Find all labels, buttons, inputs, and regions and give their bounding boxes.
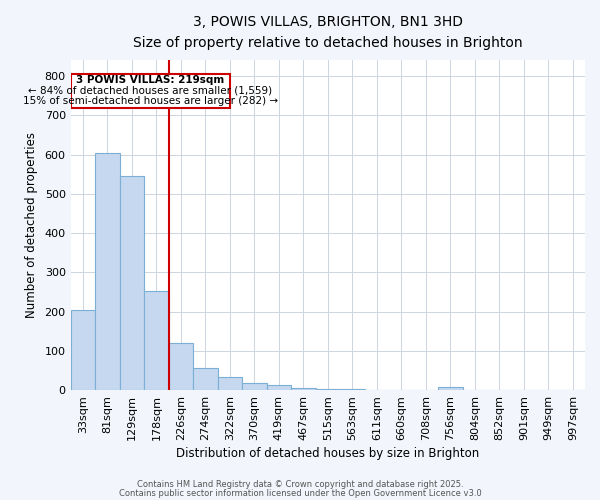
Bar bbox=[144, 291, 169, 390]
Bar bbox=[95, 152, 119, 390]
Bar bbox=[169, 343, 193, 390]
Text: Contains public sector information licensed under the Open Government Licence v3: Contains public sector information licen… bbox=[119, 490, 481, 498]
FancyBboxPatch shape bbox=[71, 74, 230, 108]
Text: Contains HM Land Registry data © Crown copyright and database right 2025.: Contains HM Land Registry data © Crown c… bbox=[137, 480, 463, 489]
Y-axis label: Number of detached properties: Number of detached properties bbox=[25, 132, 38, 318]
Bar bbox=[119, 176, 144, 390]
Bar bbox=[291, 388, 316, 390]
Bar bbox=[218, 377, 242, 390]
Bar bbox=[193, 368, 218, 390]
Bar bbox=[266, 386, 291, 390]
Bar bbox=[316, 389, 340, 390]
Bar bbox=[71, 310, 95, 390]
X-axis label: Distribution of detached houses by size in Brighton: Distribution of detached houses by size … bbox=[176, 447, 479, 460]
Text: 15% of semi-detached houses are larger (282) →: 15% of semi-detached houses are larger (… bbox=[23, 96, 278, 106]
Title: 3, POWIS VILLAS, BRIGHTON, BN1 3HD
Size of property relative to detached houses : 3, POWIS VILLAS, BRIGHTON, BN1 3HD Size … bbox=[133, 15, 523, 50]
Text: 3 POWIS VILLAS: 219sqm: 3 POWIS VILLAS: 219sqm bbox=[76, 75, 224, 85]
Bar bbox=[438, 387, 463, 390]
Text: ← 84% of detached houses are smaller (1,559): ← 84% of detached houses are smaller (1,… bbox=[28, 86, 272, 96]
Bar bbox=[242, 383, 266, 390]
